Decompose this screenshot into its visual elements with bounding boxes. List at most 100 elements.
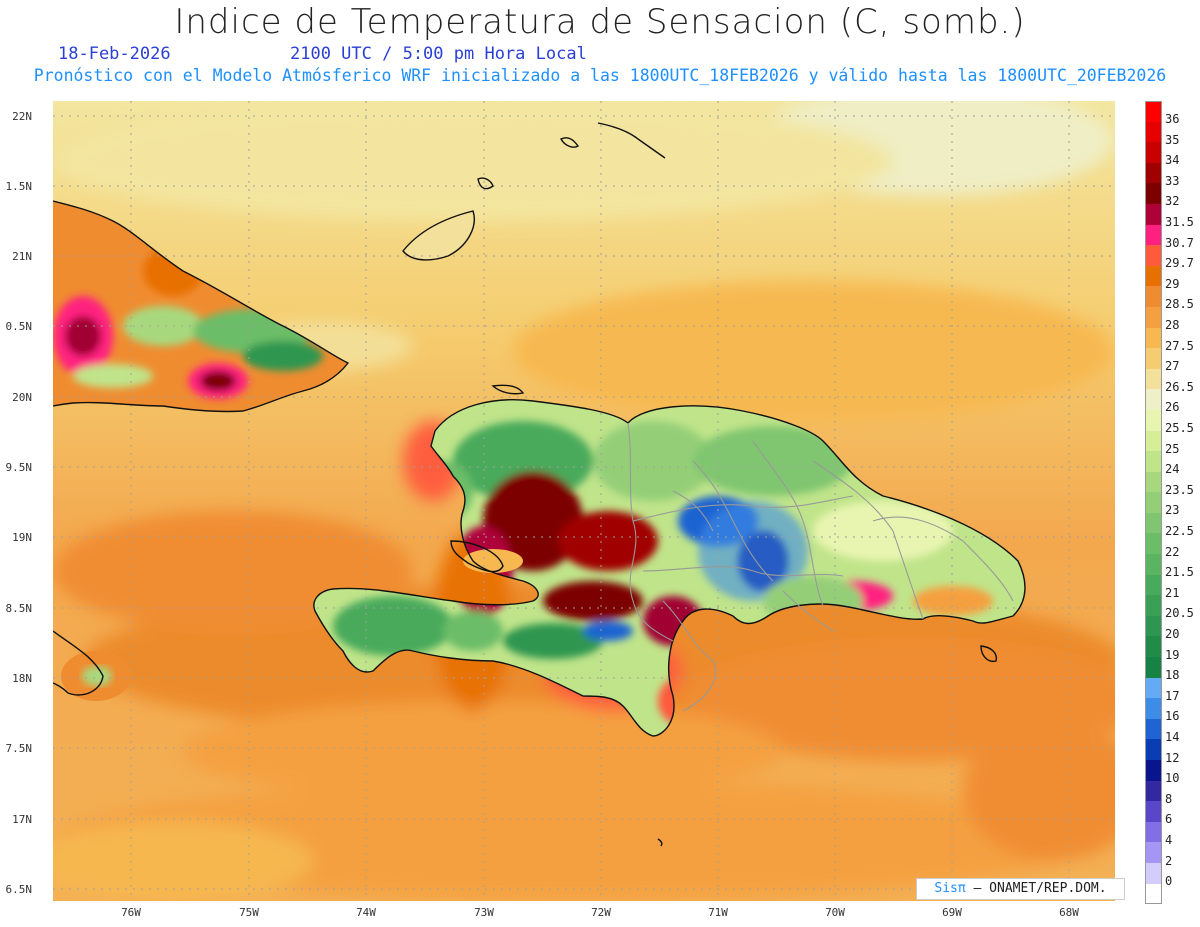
colorbar-swatch (1145, 389, 1162, 410)
colorbar-label: 21.5 (1165, 565, 1194, 580)
colorbar-label: 12 (1165, 750, 1180, 765)
colorbar-swatch (1145, 451, 1162, 472)
colorbar-swatch (1145, 162, 1162, 184)
colorbar-label: 8 (1165, 791, 1173, 806)
colorbar-swatch (1145, 183, 1162, 204)
colorbar-label: 29 (1165, 276, 1180, 291)
colorbar-label: 30.7 (1165, 235, 1194, 250)
lat-label: 19N (12, 531, 32, 544)
lat-label: 8.5N (5, 602, 33, 615)
colorbar-swatch (1145, 121, 1162, 143)
colorbar-label: 27 (1165, 359, 1180, 374)
colorbar-label: 10 (1165, 771, 1180, 786)
colorbar-swatch (1145, 615, 1162, 637)
lat-label: 17N (12, 813, 32, 826)
colorbar-swatch (1145, 677, 1162, 699)
model-info: Pronóstico con el Modelo Atmósferico WRF… (33, 66, 1167, 85)
colorbar-label: 29.7 (1165, 256, 1194, 271)
colorbar-swatch (1145, 595, 1162, 616)
colorbar-swatch (1145, 780, 1162, 802)
map-title: Indice de Temperatura de Sensacion (C, s… (174, 2, 1026, 42)
colorbar-label: 25 (1165, 441, 1180, 456)
colorbar-label: 4 (1165, 833, 1173, 847)
colorbar-swatch (1145, 554, 1162, 575)
colorbar-label: 14 (1165, 730, 1180, 744)
colorbar-label: 22.5 (1165, 524, 1194, 538)
colorbar-swatch (1145, 862, 1162, 884)
forecast-date: 18-Feb-2026 (58, 44, 171, 64)
temperature-map (53, 101, 1115, 901)
colorbar-swatch (1145, 739, 1162, 760)
lon-label: 74W (356, 906, 376, 919)
colorbar-label: 31.5 (1165, 215, 1194, 229)
lat-label: 7.5N (5, 742, 33, 755)
colorbar-swatch (1145, 760, 1162, 781)
lon-label: 76W (121, 906, 141, 919)
colorbar-swatch (1145, 327, 1162, 349)
colorbar-swatch (1145, 203, 1162, 225)
colorbar-label: 17 (1165, 688, 1180, 703)
colorbar-swatch (1145, 842, 1162, 863)
colorbar-swatch (1145, 348, 1162, 369)
colorbar-swatch (1145, 801, 1162, 822)
colorbar-label: 35 (1165, 132, 1180, 147)
colorbar-label: 22 (1165, 544, 1180, 559)
colorbar-label: 23.5 (1165, 482, 1194, 497)
lat-label: 22N (12, 110, 32, 123)
lon-label: 71W (708, 906, 728, 919)
colorbar-swatch (1145, 657, 1162, 678)
colorbar-swatch (1145, 574, 1162, 596)
lat-label: 18N (12, 672, 32, 685)
colorbar-swatch (1145, 409, 1162, 431)
colorbar-label: 33 (1165, 173, 1180, 188)
colorbar-label: 16 (1165, 709, 1180, 724)
lon-label: 73W (474, 906, 494, 919)
credit-text: – ONAMET/REP.DOM. (973, 881, 1107, 896)
colorbar-label: 28.5 (1165, 297, 1194, 312)
colorbar-swatch (1145, 698, 1162, 719)
colorbar-label: 19 (1165, 647, 1180, 662)
credit-box: Sisπ – ONAMET/REP.DOM. (916, 878, 1125, 900)
lon-label: 69W (942, 906, 962, 919)
colorbar-label: 26 (1165, 400, 1180, 415)
colorbar-swatch (1145, 368, 1162, 390)
colorbar-swatch (1145, 430, 1162, 452)
colorbar-swatch (1145, 265, 1162, 287)
colorbar-label: 32 (1165, 194, 1180, 209)
lat-label: 21N (12, 250, 32, 263)
colorbar-swatch (1145, 718, 1162, 740)
colorbar-swatch (1145, 306, 1162, 328)
colorbar-swatch (1145, 512, 1162, 534)
colorbar-swatch (1145, 821, 1162, 843)
forecast-time: 2100 UTC / 5:00 pm Hora Local (290, 44, 587, 64)
colorbar-swatch (1145, 245, 1162, 266)
colorbar-swatch (1145, 101, 1162, 122)
lat-label: 0.5N (5, 320, 33, 333)
colorbar-label: 36 (1165, 112, 1180, 126)
colorbar (1145, 101, 1162, 905)
colorbar-label: 20.5 (1165, 606, 1194, 621)
sispi-logo: Sisπ (934, 881, 966, 896)
colorbar-label: 28 (1165, 318, 1180, 332)
colorbar-label: 6 (1165, 812, 1173, 827)
colorbar-label: 23 (1165, 503, 1180, 518)
colorbar-label: 21 (1165, 585, 1180, 600)
colorbar-swatch (1145, 533, 1162, 555)
colorbar-label: 26.5 (1165, 379, 1194, 394)
lat-label: 9.5N (5, 461, 33, 474)
colorbar-swatch (1145, 471, 1162, 493)
lat-label: 20N (12, 391, 32, 404)
colorbar-label: 25.5 (1165, 421, 1194, 435)
colorbar-label: 24 (1165, 462, 1180, 477)
colorbar-label: 34 (1165, 153, 1180, 168)
colorbar-swatch (1145, 492, 1162, 513)
colorbar-label: 18 (1165, 668, 1180, 683)
colorbar-swatch (1145, 636, 1162, 658)
colorbar-label: 27.5 (1165, 338, 1194, 353)
colorbar-label: 0 (1165, 874, 1173, 889)
lon-label: 68W (1059, 906, 1079, 919)
lat-label: 6.5N (5, 883, 33, 896)
colorbar-swatch (1145, 142, 1162, 163)
colorbar-label: 2 (1165, 853, 1173, 868)
colorbar-label: 20 (1165, 627, 1180, 641)
